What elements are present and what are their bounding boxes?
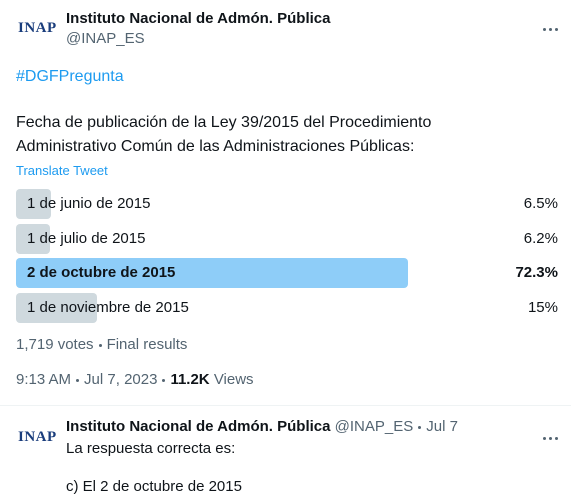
poll-percent: 72.3% [515, 264, 558, 282]
poll-status: Final results [106, 336, 188, 353]
views-label: Views [213, 371, 254, 388]
more-button[interactable] [543, 427, 561, 445]
poll-percent: 15% [527, 299, 558, 317]
reply-text: La respuesta correcta es: [66, 440, 236, 457]
votes: 1,719 votes [16, 336, 94, 353]
poll-bar [16, 223, 50, 254]
hashtag[interactable]: #DGFPregunta [16, 68, 124, 85]
tweet-meta: 9:13 AM Jul 7, 2023 11.2K Views [16, 371, 254, 388]
translate-link[interactable]: Translate Tweet [16, 163, 108, 178]
poll-bar [16, 189, 52, 219]
poll-option: 1 de junio de 2015 [27, 195, 151, 212]
views-count: 11.2K [170, 371, 210, 388]
more-button[interactable] [543, 18, 561, 36]
author-name[interactable]: Instituto Nacional de Admón. Pública [66, 10, 331, 27]
date[interactable]: Jul 7, 2023 [84, 371, 158, 388]
author-handle[interactable]: @INAP_ES [334, 418, 414, 435]
time[interactable]: 9:13 AM [16, 371, 72, 388]
poll-option: 2 de octubre de 2015 [27, 264, 176, 282]
poll-bar [16, 258, 408, 289]
poll-percent: 6.5% [523, 195, 558, 212]
poll-option: 1 de julio de 2015 [27, 229, 146, 247]
tweet-text: Fecha de publicación de la Ley 39/2015 d… [16, 114, 432, 131]
avatar-logo[interactable]: INAP [18, 429, 57, 445]
date[interactable]: Jul 7 [426, 418, 458, 435]
tweet-text: Administrativo Común de las Administraci… [16, 138, 415, 155]
poll-percent: 6.2% [523, 229, 558, 247]
poll-option: 1 de noviembre de 2015 [27, 299, 189, 317]
author-handle[interactable]: @INAP_ES [66, 30, 145, 47]
author-name[interactable]: Instituto Nacional de Admón. Pública [66, 418, 331, 435]
separator [0, 405, 571, 406]
poll-bar [16, 293, 98, 324]
avatar-logo[interactable]: INAP [18, 20, 57, 36]
poll-summary: 1,719 votes Final results [16, 336, 187, 353]
reply-header: Instituto Nacional de Admón. Pública @IN… [66, 418, 458, 435]
reply-text: c) El 2 de octubre de 2015 [66, 478, 242, 495]
